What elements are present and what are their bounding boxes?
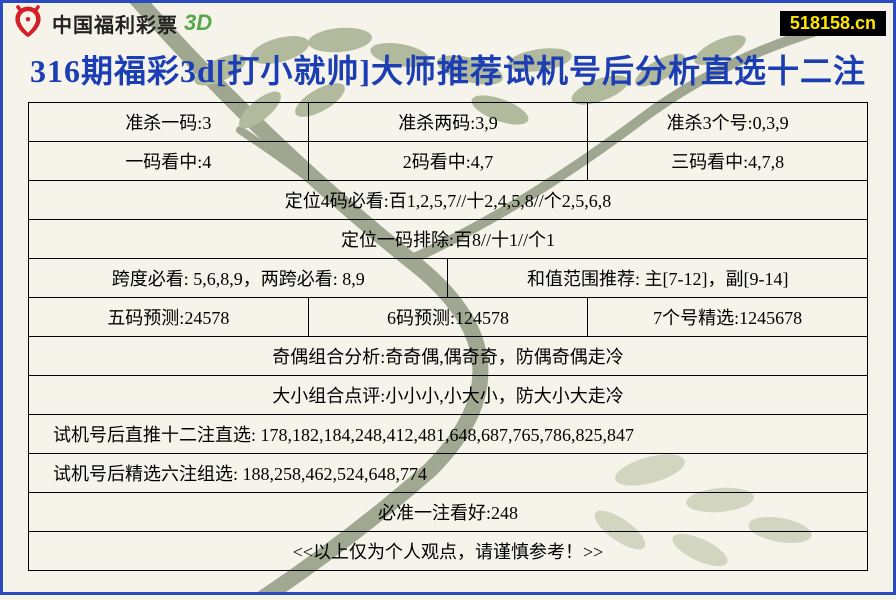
table-row: 定位4码必看:百1,2,5,7//十2,4,5,8//个2,5,6,8 <box>29 181 868 220</box>
table-row: 一码看中:4 2码看中:4,7 三码看中:4,7,8 <box>29 142 868 181</box>
cell-disclaimer: <<以上仅为个人观点，请谨慎参考！>> <box>29 532 868 571</box>
brand-text: 中国福利彩票 <box>52 9 178 38</box>
table-row: 必准一注看好:248 <box>29 493 868 532</box>
header: 中国福利彩票 3D 518158.cn <box>0 0 896 44</box>
table-row: 定位一码排除:百8//十1//个1 <box>29 220 868 259</box>
cell-oddeven: 奇偶组合分析:奇奇偶,偶奇奇，防偶奇偶走冷 <box>29 337 868 376</box>
table-row: 五码预测:24578 6码预测:124578 7个号精选:1245678 <box>29 298 868 337</box>
table-row: 跨度必看: 5,6,8,9，两跨必看: 8,9 和值范围推荐: 主[7-12]，… <box>29 259 868 298</box>
watermark-badge: 518158.cn <box>780 11 886 36</box>
table-row: 试机号后直推十二注直选: 178,182,184,248,412,481,648… <box>29 415 868 454</box>
cell-best1: 必准一注看好:248 <box>29 493 868 532</box>
cell-pred5: 五码预测:24578 <box>29 298 309 337</box>
table-row: 试机号后精选六注组选: 188,258,462,524,648,774 <box>29 454 868 493</box>
cell-kill2: 准杀两码:3,9 <box>308 103 588 142</box>
table-row: 奇偶组合分析:奇奇偶,偶奇奇，防偶奇偶走冷 <box>29 337 868 376</box>
cell-sum: 和值范围推荐: 主[7-12]，副[9-14] <box>448 259 868 298</box>
cell-direct12: 试机号后直推十二注直选: 178,182,184,248,412,481,648… <box>29 415 868 454</box>
prediction-table: 准杀一码:3 准杀两码:3,9 准杀3个号:0,3,9 一码看中:4 2码看中:… <box>0 102 896 585</box>
cell-span: 跨度必看: 5,6,8,9，两跨必看: 8,9 <box>29 259 448 298</box>
cell-pos1ex: 定位一码排除:百8//十1//个1 <box>29 220 868 259</box>
cell-kill3: 准杀3个号:0,3,9 <box>588 103 868 142</box>
lottery-logo-icon <box>10 3 46 44</box>
cell-watch2: 2码看中:4,7 <box>308 142 588 181</box>
cell-bigsmall: 大小组合点评:小小小,小大小，防大小大走冷 <box>29 376 868 415</box>
cell-pos4: 定位4码必看:百1,2,5,7//十2,4,5,8//个2,5,6,8 <box>29 181 868 220</box>
table-row: 大小组合点评:小小小,小大小，防大小大走冷 <box>29 376 868 415</box>
table-row: <<以上仅为个人观点，请谨慎参考！>> <box>29 532 868 571</box>
brand: 中国福利彩票 3D <box>10 3 212 44</box>
page-title: 316期福彩3d[打小就帅]大师推荐试机号后分析直选十二注 <box>0 44 896 102</box>
cell-pred6: 6码预测:124578 <box>308 298 588 337</box>
cell-watch1: 一码看中:4 <box>29 142 309 181</box>
table-row: 准杀一码:3 准杀两码:3,9 准杀3个号:0,3,9 <box>29 103 868 142</box>
cell-pred7: 7个号精选:1245678 <box>588 298 868 337</box>
cell-watch3: 三码看中:4,7,8 <box>588 142 868 181</box>
cell-group6: 试机号后精选六注组选: 188,258,462,524,648,774 <box>29 454 868 493</box>
brand-3d: 3D <box>184 10 212 36</box>
cell-kill1: 准杀一码:3 <box>29 103 309 142</box>
